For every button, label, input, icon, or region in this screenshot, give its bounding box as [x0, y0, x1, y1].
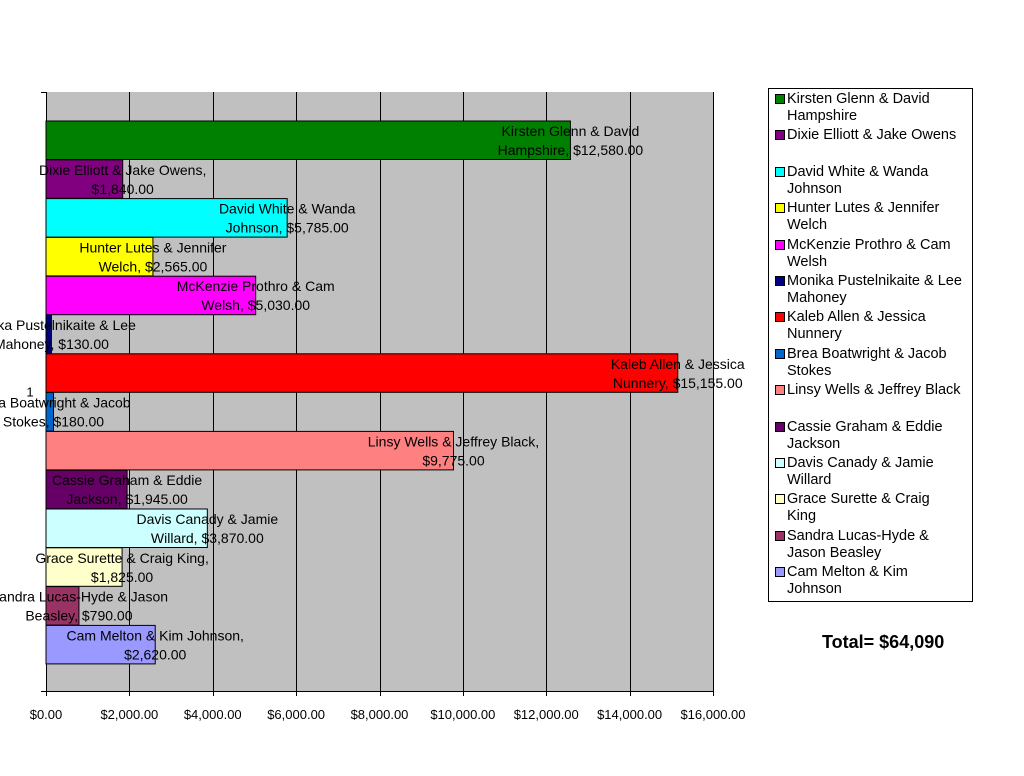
data-label: Grace Surette & Craig King, $1,825.00: [35, 550, 209, 585]
legend-label: McKenzie Prothro & Cam Welsh: [787, 236, 951, 270]
data-label: Hunter Lutes & Jennifer Welch, $2,565.00: [79, 239, 226, 274]
legend-label: Brea Boatwright & Jacob Stokes: [787, 345, 947, 379]
legend-label: Sandra Lucas-Hyde & Jason Beasley: [787, 527, 929, 561]
legend-swatch: [775, 203, 785, 214]
x-tick-label: $0.00: [30, 707, 63, 722]
legend-label: Linsy Wells & Jeffrey Black: [787, 382, 961, 399]
data-label: Cam Melton & Kim Johnson, $2,620.00: [67, 627, 244, 662]
legend-swatch: [775, 276, 785, 286]
legend-label: Davis Canady & Jamie Willard: [787, 455, 934, 488]
bar: [45, 624, 156, 665]
bar: [45, 547, 123, 587]
legend-label: Hunter Lutes & Jennifer Welch: [787, 200, 940, 234]
data-label: Linsy Wells & Jeffrey Black, $9,775.00: [368, 433, 539, 468]
legend-swatch: [775, 421, 785, 432]
bar: [45, 469, 128, 510]
bar: [45, 198, 288, 238]
bar: [45, 353, 679, 393]
data-label: David White & Wanda Johnson, $5,785.00: [219, 201, 356, 236]
x-tick-label: $16,000.00: [680, 707, 745, 722]
x-tick-label: $14,000.00: [597, 707, 662, 722]
legend-label: Cassie Graham & Eddie Jackson: [787, 418, 943, 452]
legend-label: Kirsten Glenn & David Hampshire: [787, 91, 930, 124]
data-label: Sandra Lucas-Hyde & Jason Beasley, $790.0…: [0, 589, 168, 624]
bar: [45, 586, 80, 626]
data-label: McKenzie Prothro & Cam Welsh, $5,030.00: [177, 278, 335, 313]
legend-swatch: [775, 385, 785, 396]
legend-swatch: [775, 166, 785, 177]
data-label: Davis Canady & Jamie Willard, $3,870.00: [137, 511, 279, 546]
x-tick-label: $6,000.00: [267, 707, 325, 722]
legend-label: David White & Wanda Johnson: [787, 163, 929, 197]
legend-label: Kaleb Allen & Jessica Nunnery: [787, 309, 926, 343]
legend-swatch: [775, 130, 785, 141]
legend-swatch: [775, 458, 785, 468]
x-tick-label: $8,000.00: [351, 707, 409, 722]
bar: [45, 430, 454, 471]
legend-swatch: [775, 567, 785, 578]
category-label: 1: [26, 385, 33, 400]
legend-label: Monika Pustelnikaite & Lee Mahoney: [787, 273, 962, 306]
x-tick-label: $10,000.00: [430, 707, 495, 722]
x-tick-label: $4,000.00: [184, 707, 242, 722]
bar: [45, 120, 571, 160]
data-label: Cassie Graham & Eddie Jackson, $1,945.00: [52, 472, 202, 507]
legend-swatch: [775, 494, 785, 505]
legend-label: Dixie Elliott & Jake Owens: [787, 127, 957, 144]
chart-legend: Kirsten Glenn & David Hampshire Dixie Elli…: [768, 88, 973, 602]
bar: [45, 508, 208, 548]
legend-swatch: [775, 94, 785, 104]
data-label: Kaleb Allen & Jessica Nunnery, $15,155.00: [611, 356, 745, 391]
bar: [45, 275, 257, 316]
legend-swatch: [775, 348, 785, 359]
legend-swatch: [775, 530, 785, 541]
bar: [45, 236, 154, 277]
data-label: Kirsten Glenn & David Hampshire, $12,580.…: [498, 123, 644, 158]
total-label: Total= $64,090: [822, 632, 945, 652]
legend-swatch: [775, 312, 785, 323]
legend-label: Cam Melton & Kim Johnson: [787, 564, 908, 598]
data-label: Dixie Elliott & Jake Owens, $1,840.00: [39, 162, 206, 197]
x-tick-label: $2,000.00: [100, 707, 158, 722]
legend-swatch: [775, 239, 785, 250]
legend-label: Grace Surette & Craig King: [787, 491, 930, 525]
x-tick-label: $12,000.00: [514, 707, 579, 722]
